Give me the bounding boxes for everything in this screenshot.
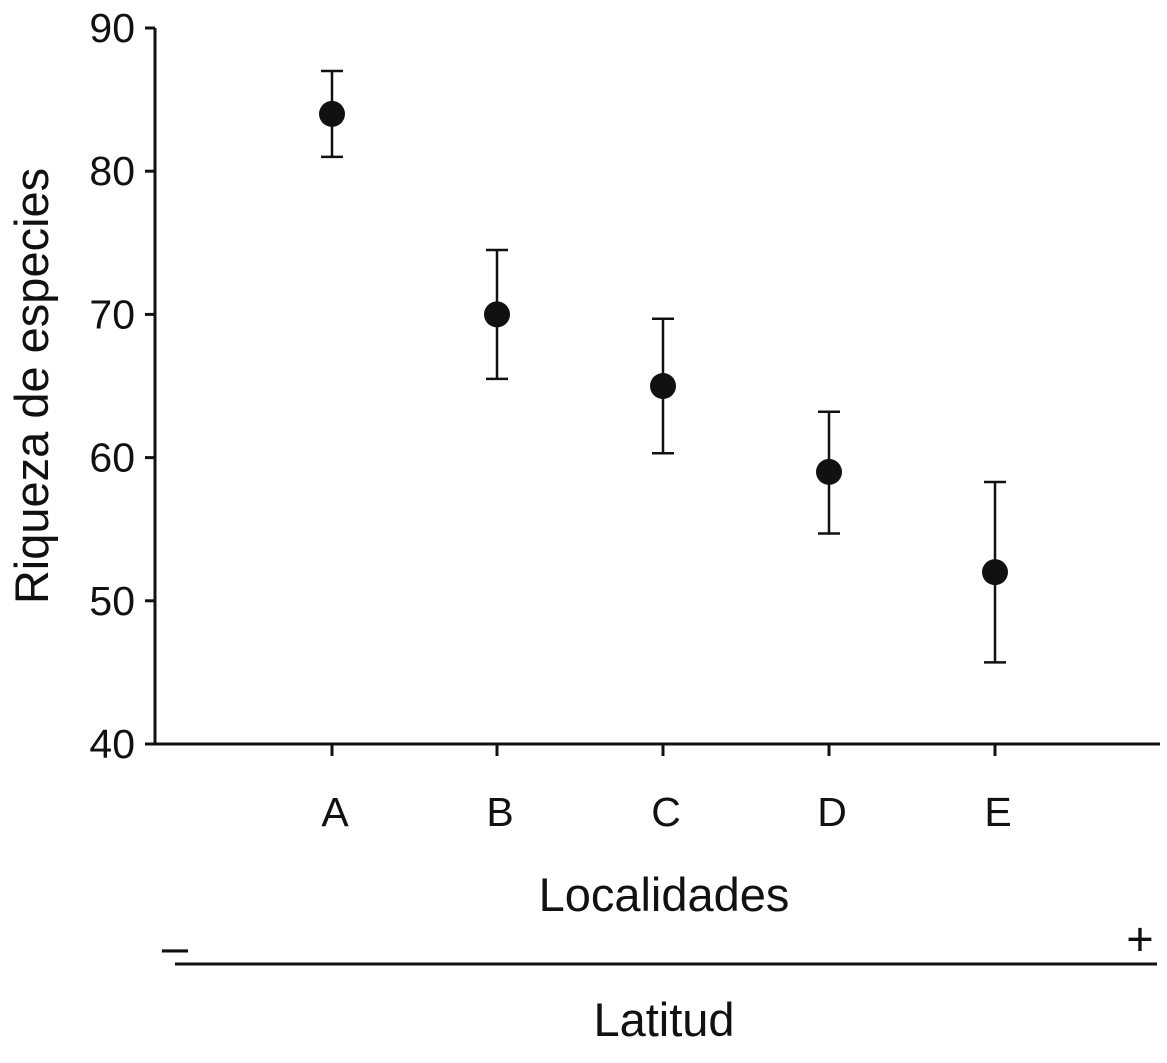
gradient-title: Latitud <box>593 993 734 1046</box>
data-point-a <box>319 100 345 127</box>
x-tick-label: A <box>321 789 349 835</box>
x-tick-label: B <box>486 789 513 835</box>
x-tick-label: E <box>984 789 1011 835</box>
gradient-high-label: + <box>1126 912 1153 965</box>
y-tick-label: 90 <box>89 5 135 51</box>
data-point-e <box>982 559 1008 586</box>
y-tick-label: 70 <box>89 291 135 337</box>
y-tick-label: 80 <box>89 148 135 194</box>
y-tick-label: 50 <box>89 578 135 624</box>
x-tick-label: C <box>651 789 681 835</box>
data-points <box>319 69 1008 664</box>
x-axis-ticks: A B C D E <box>321 744 1012 835</box>
y-tick-label: 40 <box>89 721 135 767</box>
x-axis-title: Localidades <box>539 868 790 921</box>
x-tick-label: D <box>817 789 847 835</box>
y-axis-title: Riqueza de especies <box>5 168 58 604</box>
data-point-c <box>650 373 676 399</box>
y-tick-label: 60 <box>89 435 135 481</box>
data-point-b <box>484 301 510 328</box>
y-axis-ticks: 40 50 60 70 80 90 <box>89 5 155 767</box>
data-point-d <box>816 458 842 485</box>
